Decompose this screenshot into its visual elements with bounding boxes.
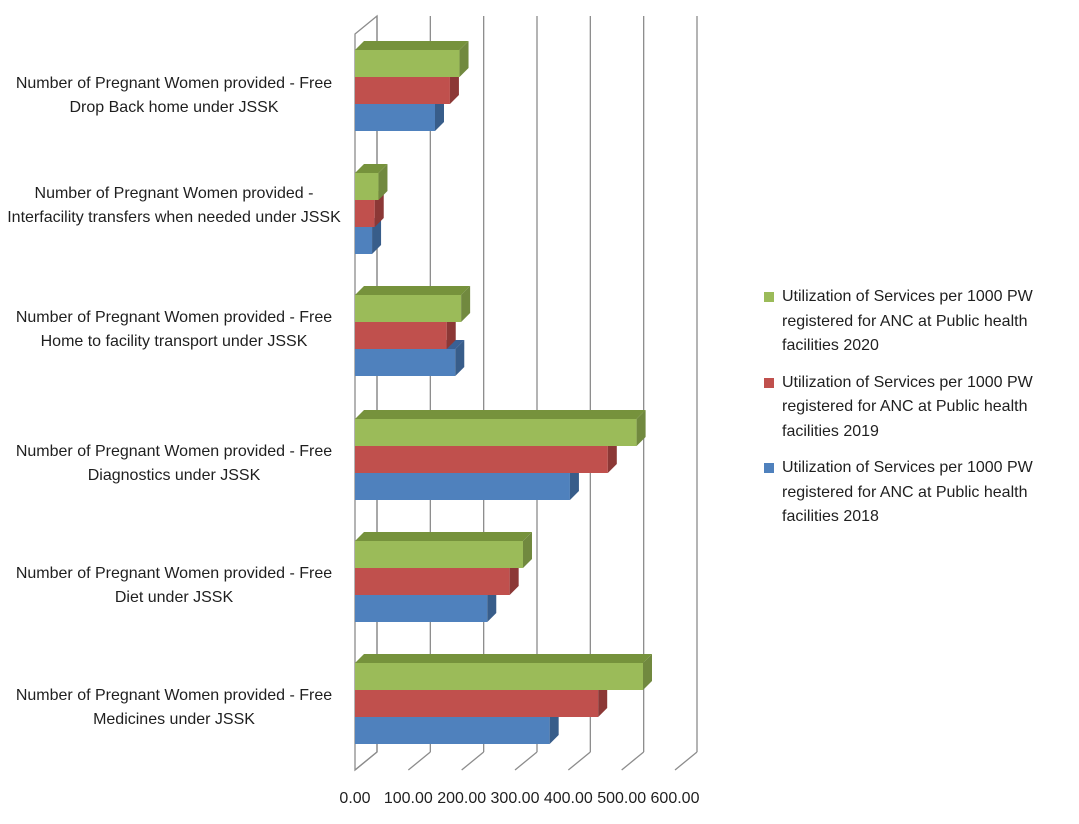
category-label-interfacility-transfers: Number of Pregnant Women provided - Inte… [7,185,341,226]
legend-label-2019: Utilization of Services per 1000 PW regi… [782,373,1033,440]
bar-top [355,164,388,173]
category-label-free-drop-back-home: Number of Pregnant Women provided - Free… [15,75,333,116]
bar-side [378,164,388,200]
bar-side [461,286,471,322]
bars [355,41,652,744]
legend-swatch-2020 [764,292,774,302]
bar-front [355,173,379,200]
x-tick-label: 300.00 [491,790,540,807]
x-axis-tick-labels: 0.00 100.00 200.00 300.00 400.00 500.00 600.00 [339,790,699,807]
floor-gridline [621,751,645,771]
bar [355,410,646,446]
x-tick-label: 200.00 [437,790,486,807]
bar-front [355,541,523,568]
bar [355,654,652,690]
legend-item-2020: Utilization of Services per 1000 PW regi… [762,285,1072,359]
legend-item-2019: Utilization of Services per 1000 PW regi… [762,371,1072,445]
bar-front [355,473,570,500]
legend-label-2018: Utilization of Services per 1000 PW regi… [782,459,1033,525]
bar-top [355,410,646,419]
bar-front [355,322,447,349]
bar-front [355,568,510,595]
floor-gridline [674,751,698,771]
category-label-home-to-facility-transport: Number of Pregnant Women provided - Free… [15,309,333,350]
floor-gridline [461,751,485,771]
bar-side [643,654,652,690]
x-tick-label: 600.00 [651,790,700,807]
floor-gridline [354,751,378,771]
bar-side [523,532,532,568]
floor-gridline [407,751,431,771]
bar-front [355,50,460,77]
legend-swatch-2018 [764,463,774,473]
bar-front [355,349,456,376]
gridlines [354,16,698,771]
legend-swatch-2019 [764,377,774,388]
bar-front [355,200,375,227]
bar-front [355,595,488,622]
bar-side [459,41,469,77]
bar-front [355,295,462,322]
bar [355,164,388,200]
bar [355,532,532,568]
legend-label-2020: Utilization of Services per 1000 PW regi… [782,288,1033,354]
x-tick-label: 400.00 [544,790,593,807]
bar-front [355,446,608,473]
bar-top [355,286,471,295]
bar-front [355,77,450,104]
x-tick-label: 100.00 [384,790,433,807]
bar-front [355,227,373,254]
category-label-free-medicines: Number of Pregnant Women provided - Free… [15,687,333,728]
bar [355,340,465,376]
category-label-free-diet: Number of Pregnant Women provided - Free… [15,565,333,606]
bar [355,41,469,77]
bar-side [455,340,465,376]
bar-front [355,717,550,744]
floor-gridline [567,751,591,771]
bar-front [355,663,643,690]
bar [355,286,471,322]
bar-top [355,654,652,663]
bar-top [355,41,469,50]
legend-item-2018: Utilization of Services per 1000 PW regi… [762,456,1072,530]
bar-top [355,532,532,541]
bar-front [355,104,435,131]
bar-side [636,410,646,446]
legend: Utilization of Services per 1000 PW regi… [762,285,1072,542]
bar-front [355,419,637,446]
floor-gridline [514,751,538,771]
bar-front [355,690,599,717]
x-tick-label: 500.00 [597,790,646,807]
category-label-free-diagnostics: Number of Pregnant Women provided - Free… [15,443,333,484]
x-tick-label: 0.00 [339,790,370,807]
